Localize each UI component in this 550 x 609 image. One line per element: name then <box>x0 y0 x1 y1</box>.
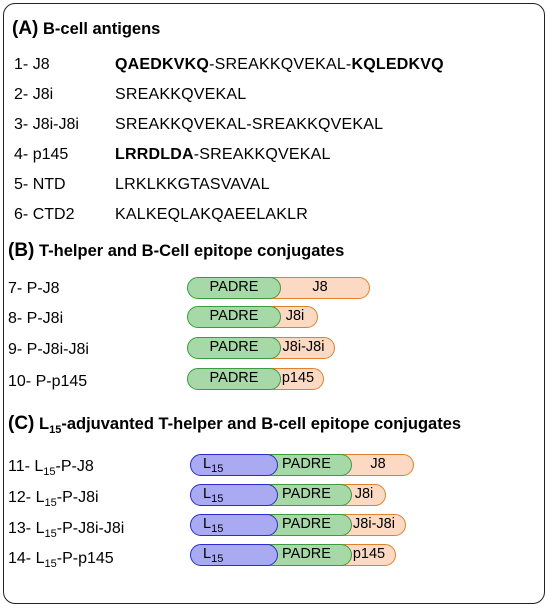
conjugate-label: 9- P-J8i-J8i <box>8 341 89 358</box>
section-b-heading: (B) T-helper and B-Cell epitope conjugat… <box>8 240 344 262</box>
conjugate-label: 10- P-p145 <box>8 373 88 390</box>
antigen-row-label: 6- CTD2 <box>14 206 74 224</box>
antigen-sequence: SREAKKQVEKAL <box>115 86 247 103</box>
antigen-sequence: LRKLKKGTASVAVAL <box>115 176 270 193</box>
padre-segment: PADRE <box>262 454 352 476</box>
section-c-letter: (C) <box>8 413 35 434</box>
conjugate-label: 7- P-J8 <box>8 280 60 297</box>
lipid-segment: L15 <box>190 454 278 476</box>
sequence-bold-segment: LRRDLDA <box>115 146 194 163</box>
section-c-title: L15-adjuvanted T-helper and B-cell epito… <box>38 415 462 436</box>
padre-segment: PADRE <box>187 368 281 390</box>
antigen-number: 2- <box>14 86 29 103</box>
antigen-sequence: QAEDKVKQ-SREAKKQVEKAL-KQLEDKVQ <box>115 56 444 74</box>
section-a-letter: (A) <box>12 18 39 39</box>
padre-segment: PADRE <box>262 544 352 566</box>
antigen-row-label: 2- J8i <box>14 86 53 104</box>
conjugate-label: 14- L15-P-p145 <box>8 550 114 570</box>
antigen-number: 3- <box>14 116 29 133</box>
epitope-segment: J8 <box>262 277 370 299</box>
lipid-segment: L15 <box>190 544 278 566</box>
conjugate-label: 13- L15-P-J8i-J8i <box>8 520 125 540</box>
antigen-number: 6- <box>14 206 29 223</box>
padre-segment: PADRE <box>262 514 352 536</box>
section-b-title: T-helper and B-Cell epitope conjugates <box>38 242 345 260</box>
antigen-name: J8 <box>32 56 50 73</box>
conjugate-label: 12- L15-P-J8i <box>8 489 99 509</box>
antigen-row-label: 5- NTD <box>14 176 66 194</box>
antigen-sequence: LRRDLDA-SREAKKQVEKAL <box>115 146 331 164</box>
antigen-name: NTD <box>32 176 66 193</box>
antigen-row-label: 4- p145 <box>14 146 68 164</box>
sequence-segment: -SREAKKQVEKAL <box>193 146 331 163</box>
conjugate-label: 11- L15-P-J8 <box>8 458 94 478</box>
antigen-row-label: 1- J8 <box>14 56 50 74</box>
antigen-number: 4- <box>14 146 29 163</box>
sequence-bold-segment: QAEDKVKQ <box>115 56 210 73</box>
sequence-segment: -SREAKKQVEKAL- <box>209 56 352 73</box>
padre-segment: PADRE <box>187 306 281 328</box>
lipid-segment: L15 <box>190 484 278 506</box>
antigen-row-label: 3- J8i-J8i <box>14 116 79 134</box>
section-b-letter: (B) <box>8 240 35 261</box>
padre-segment: PADRE <box>187 337 281 359</box>
section-a-title: B-cell antigens <box>42 20 161 38</box>
antigen-name: J8i <box>32 86 54 103</box>
antigen-number: 1- <box>14 56 29 73</box>
lipid-segment: L15 <box>190 514 278 536</box>
antigen-name: p145 <box>32 146 69 163</box>
padre-segment: PADRE <box>187 277 281 299</box>
antigen-number: 5- <box>14 176 29 193</box>
antigen-sequence: KALKEQLAKQAEELAKLR <box>115 206 309 223</box>
antigen-name: J8i-J8i <box>32 116 79 133</box>
conjugate-label: 8- P-J8i <box>8 310 64 327</box>
antigen-sequence: SREAKKQVEKAL-SREAKKQVEKAL <box>115 116 384 133</box>
section-c-heading: (C) L15-adjuvanted T-helper and B-cell e… <box>8 413 462 436</box>
padre-segment: PADRE <box>262 484 352 506</box>
section-a-heading: (A) B-cell antigens <box>12 18 160 40</box>
sequence-bold-segment: KQLEDKVQ <box>351 56 444 73</box>
antigen-name: CTD2 <box>32 206 75 223</box>
figure-frame <box>3 3 545 604</box>
